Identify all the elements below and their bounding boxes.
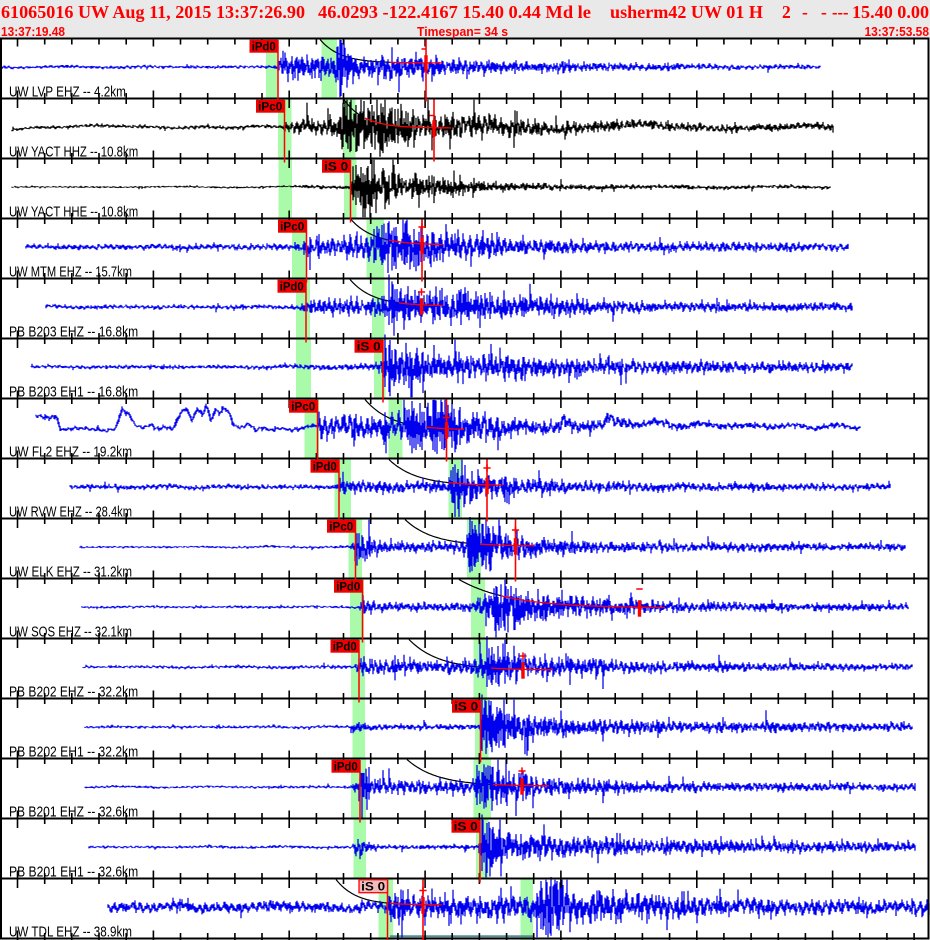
svg-text:15.40 0.00: 15.40 0.00 bbox=[852, 2, 929, 22]
svg-text:iPc0: iPc0 bbox=[258, 101, 282, 113]
svg-text:iS 0: iS 0 bbox=[361, 881, 385, 893]
svg-text:---: --- bbox=[832, 2, 849, 22]
svg-text:61065016 UW Aug 11, 2015 13:37: 61065016 UW Aug 11, 2015 13:37:26.90 bbox=[1, 2, 305, 22]
svg-text:Timespan= 34 s: Timespan= 34 s bbox=[417, 24, 508, 39]
svg-text:UW YACT HHZ -- 10.8km: UW YACT HHZ -- 10.8km bbox=[9, 143, 138, 160]
svg-text:UW RVW EHZ -- 28.4km: UW RVW EHZ -- 28.4km bbox=[9, 503, 132, 520]
svg-text:iPc0: iPc0 bbox=[291, 401, 315, 413]
svg-text:UW TDL EHZ -- 38.9km: UW TDL EHZ -- 38.9km bbox=[9, 923, 132, 940]
svg-text:iS 0: iS 0 bbox=[324, 161, 348, 173]
svg-text:13:37:19.48: 13:37:19.48 bbox=[1, 24, 65, 39]
svg-text:PB B201 EHZ -- 32.6km: PB B201 EHZ -- 32.6km bbox=[9, 803, 138, 820]
svg-text:PB B201 EH1 -- 32.6km: PB B201 EH1 -- 32.6km bbox=[9, 863, 138, 880]
svg-text:iPd0: iPd0 bbox=[313, 461, 337, 473]
svg-text:UW YACT HHE -- 10.8km: UW YACT HHE -- 10.8km bbox=[9, 203, 138, 220]
svg-text:PB B203 EHZ -- 16.8km: PB B203 EHZ -- 16.8km bbox=[9, 323, 138, 340]
svg-text:13:37:53.58: 13:37:53.58 bbox=[865, 24, 930, 39]
svg-text:46.0293 -122.4167 15.40 0.44 M: 46.0293 -122.4167 15.40 0.44 Md le bbox=[318, 2, 591, 22]
svg-text:UW MTM EHZ -- 15.7km: UW MTM EHZ -- 15.7km bbox=[9, 263, 132, 280]
svg-text:iPd0: iPd0 bbox=[252, 41, 276, 53]
svg-text:UW SOS EHZ -- 32.1km: UW SOS EHZ -- 32.1km bbox=[9, 623, 132, 640]
svg-text:PB B202 EH1 -- 32.2km: PB B202 EH1 -- 32.2km bbox=[9, 743, 138, 760]
svg-text:iPd0: iPd0 bbox=[334, 761, 358, 773]
svg-text:iPd0: iPd0 bbox=[280, 281, 304, 293]
svg-text:UW ELK EHZ -- 31.2km: UW ELK EHZ -- 31.2km bbox=[9, 563, 132, 580]
svg-text:-: - bbox=[802, 2, 808, 22]
svg-text:UW FL2 EHZ -- 19.2km: UW FL2 EHZ -- 19.2km bbox=[9, 443, 132, 460]
svg-text:iPd0: iPd0 bbox=[333, 641, 357, 653]
svg-text:PB B203 EH1 -- 16.8km: PB B203 EH1 -- 16.8km bbox=[9, 383, 138, 400]
svg-text:PB B202 EHZ -- 32.2km: PB B202 EHZ -- 32.2km bbox=[9, 683, 138, 700]
svg-text:iPc0: iPc0 bbox=[280, 221, 304, 233]
svg-text:iS 0: iS 0 bbox=[357, 341, 381, 353]
svg-text:iPc0: iPc0 bbox=[329, 521, 353, 533]
svg-text:2: 2 bbox=[782, 2, 791, 22]
svg-text:iS 0: iS 0 bbox=[454, 821, 478, 833]
svg-text:usherm42 UW 01 H: usherm42 UW 01 H bbox=[610, 2, 763, 22]
svg-text:iS 0: iS 0 bbox=[454, 701, 478, 713]
svg-text:UW LVP EHZ -- 4.2km: UW LVP EHZ -- 4.2km bbox=[9, 83, 126, 100]
svg-text:iPd0: iPd0 bbox=[336, 581, 360, 593]
svg-text:-: - bbox=[821, 2, 827, 22]
